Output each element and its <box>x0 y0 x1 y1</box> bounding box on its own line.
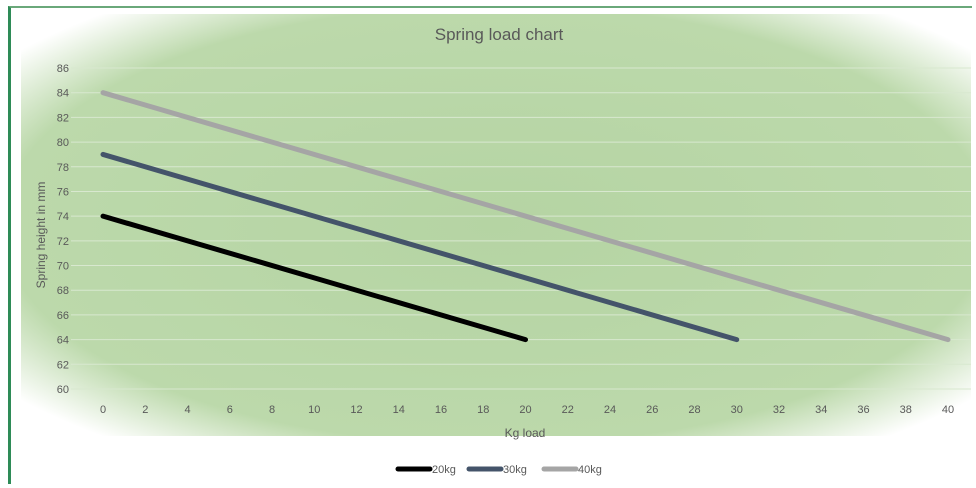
series-line-40kg <box>100 90 951 343</box>
y-tick-label: 70 <box>57 261 69 273</box>
x-tick-label: 40 <box>942 404 954 416</box>
x-tick-label: 22 <box>562 404 574 416</box>
x-tick-label: 34 <box>815 404 827 416</box>
y-tick-label: 78 <box>57 162 69 174</box>
x-tick-label: 28 <box>688 404 700 416</box>
x-axis-title: Kg load <box>505 426 546 440</box>
x-tick-label: 36 <box>857 404 869 416</box>
x-tick-label: 6 <box>227 404 233 416</box>
y-tick-label: 64 <box>57 335 69 347</box>
x-axis-ticks: 0 2 4 6 8 10 12 14 16 18 20 22 24 26 28 30 32 34 36 38 40 <box>100 404 954 416</box>
chart-title: Spring load chart <box>435 25 564 44</box>
plot-background <box>21 14 971 436</box>
x-tick-label: 10 <box>308 404 320 416</box>
x-tick-label: 18 <box>477 404 489 416</box>
x-tick-label: 8 <box>269 404 275 416</box>
y-tick-label: 68 <box>57 285 69 297</box>
legend-label-20kg: 20kg <box>432 464 456 476</box>
legend-label-30kg: 30kg <box>503 464 527 476</box>
y-tick-label: 82 <box>57 112 69 124</box>
y-axis-title: Spring height in mm <box>34 182 48 289</box>
x-tick-label: 4 <box>184 404 190 416</box>
x-tick-label: 30 <box>731 404 743 416</box>
legend: 20kg 30kg 40kg <box>395 464 602 476</box>
y-tick-label: 62 <box>57 359 69 371</box>
chart-frame: 60 62 64 66 68 70 72 74 76 78 80 82 84 86 0 2 4 6 8 10 12 14… <box>8 6 972 484</box>
y-tick-label: 86 <box>57 63 69 75</box>
y-tick-label: 72 <box>57 236 69 248</box>
x-tick-label: 0 <box>100 404 106 416</box>
y-tick-label: 74 <box>57 211 69 223</box>
series-line-20kg <box>100 213 528 343</box>
series-line-30kg <box>100 151 740 343</box>
x-tick-label: 20 <box>519 404 531 416</box>
x-tick-label: 14 <box>393 404 405 416</box>
series-lines <box>100 90 951 343</box>
x-tick-label: 32 <box>773 404 785 416</box>
y-tick-label: 76 <box>57 186 69 198</box>
x-tick-label: 2 <box>142 404 148 416</box>
x-tick-label: 26 <box>646 404 658 416</box>
x-tick-label: 24 <box>604 404 616 416</box>
gridlines <box>71 67 971 390</box>
y-tick-label: 84 <box>57 88 69 100</box>
y-tick-label: 66 <box>57 310 69 322</box>
x-tick-label: 12 <box>350 404 362 416</box>
legend-label-40kg: 40kg <box>578 464 602 476</box>
y-tick-label: 80 <box>57 137 69 149</box>
x-tick-label: 38 <box>900 404 912 416</box>
y-tick-label: 60 <box>57 384 69 396</box>
x-tick-label: 16 <box>435 404 447 416</box>
y-axis-ticks: 60 62 64 66 68 70 72 74 76 78 80 82 84 86 <box>57 63 69 396</box>
